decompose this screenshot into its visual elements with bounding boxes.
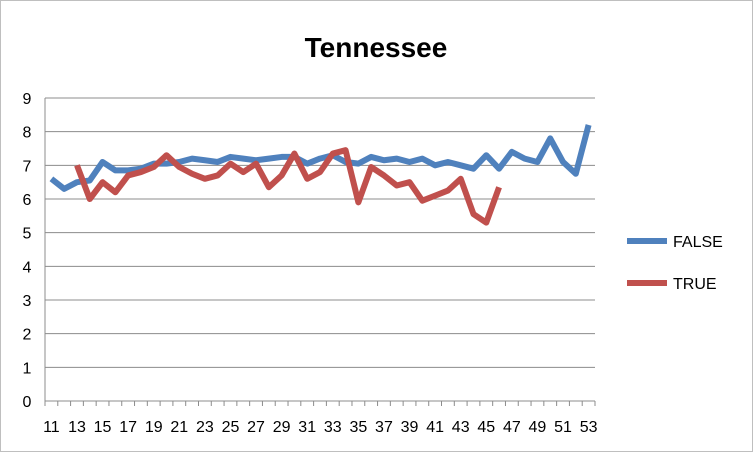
x-tick-label-43: 43: [452, 419, 470, 436]
x-tick-label-19: 19: [145, 419, 163, 436]
x-tick-label-53: 53: [580, 419, 598, 436]
x-tick-label-13: 13: [68, 419, 86, 436]
legend-label-false: FALSE: [673, 234, 723, 251]
y-tick-label-0: 0: [23, 394, 32, 411]
x-tick-label-47: 47: [503, 419, 521, 436]
y-tick-label-2: 2: [23, 327, 32, 344]
x-tick-label-51: 51: [554, 419, 572, 436]
y-tick-label-4: 4: [23, 259, 32, 276]
x-tick-label-29: 29: [273, 419, 291, 436]
x-tick-label-45: 45: [477, 419, 495, 436]
series-line-true: [74, 147, 502, 226]
y-tick-label-5: 5: [23, 226, 32, 243]
y-tick-label-8: 8: [23, 125, 32, 142]
y-tick-label-9: 9: [23, 91, 32, 108]
x-tick-label-49: 49: [529, 419, 547, 436]
legend: FALSE TRUE: [627, 234, 723, 293]
series-line-false: [49, 124, 592, 192]
x-tick-label-21: 21: [170, 419, 188, 436]
x-tick-label-37: 37: [375, 419, 393, 436]
y-tick-label-1: 1: [23, 360, 32, 377]
x-tick-label-35: 35: [349, 419, 367, 436]
chart-title: Tennessee: [305, 32, 448, 63]
legend-label-true: TRUE: [673, 276, 717, 293]
x-tick-label-39: 39: [401, 419, 419, 436]
x-tick-label-17: 17: [119, 419, 137, 436]
x-tick-label-33: 33: [324, 419, 342, 436]
x-tick-label-11: 11: [43, 419, 60, 436]
x-tick-label-23: 23: [196, 419, 214, 436]
series-lines: [49, 124, 592, 226]
x-tick-label-15: 15: [94, 419, 112, 436]
x-tick-label-27: 27: [247, 419, 265, 436]
y-tick-label-6: 6: [23, 192, 32, 209]
y-tick-label-7: 7: [23, 158, 32, 175]
x-tick-label-25: 25: [222, 419, 240, 436]
x-tick-label-41: 41: [426, 419, 444, 436]
gridlines: [45, 97, 595, 402]
y-tick-label-3: 3: [23, 293, 32, 310]
x-tick-label-31: 31: [298, 419, 316, 436]
